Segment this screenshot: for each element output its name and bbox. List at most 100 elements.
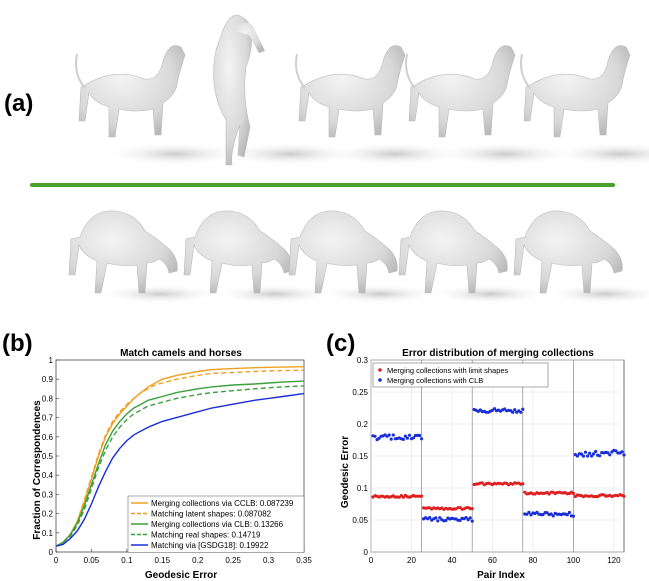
data-point-series-1	[571, 514, 575, 518]
horse-shape	[520, 45, 649, 166]
x-tick-label: 0.35	[296, 556, 312, 565]
x-tick-label: 0	[54, 556, 59, 565]
legend-marker-0	[378, 368, 382, 372]
data-point-series-1	[428, 516, 432, 520]
chart-c-points	[371, 407, 626, 523]
x-tick-label: 0.3	[263, 556, 275, 565]
data-point-series-1	[608, 453, 612, 457]
y-tick-label: 0.2	[42, 510, 54, 519]
chart-match-camels-horses: Match camels and horses Fraction of Corr…	[32, 348, 312, 581]
legend-entry-0: Merging collections via CCLB: 0.087239	[151, 499, 294, 508]
chart-c-axes: 0 0.05 0.1 0.15 0.2 0.25 0.3 0 20 40 60 80 100 120	[352, 356, 625, 565]
data-point-series-0	[521, 482, 525, 486]
data-point-series-0	[571, 491, 575, 496]
data-point-series-1	[403, 434, 407, 438]
data-point-series-1	[470, 519, 474, 523]
y-tick-label: 0.5	[42, 452, 54, 461]
x-tick-label: 80	[528, 556, 537, 565]
camel-shadow	[545, 284, 649, 304]
divider-bar	[30, 183, 615, 187]
y-tick-label: 1	[49, 356, 54, 365]
horse-foreleg	[231, 22, 265, 53]
data-point-series-1	[405, 436, 409, 440]
x-tick-label: 0.25	[225, 556, 241, 565]
horse-shadow	[550, 142, 649, 166]
data-point-series-1	[579, 452, 584, 456]
camel-shadow	[100, 284, 220, 304]
camel-shape	[288, 210, 440, 304]
y-tick-label: 0.6	[42, 433, 54, 442]
horse-tail	[75, 53, 86, 89]
camel-shape	[513, 210, 649, 304]
data-point-series-1	[588, 451, 592, 455]
x-tick-label: 60	[488, 556, 497, 565]
chart-c-xlabel: Pair Index	[477, 570, 525, 581]
data-point-series-1	[401, 437, 405, 441]
legend-entry-1: Matching latent shapes: 0.087082	[151, 510, 272, 519]
x-tick-label: 100	[567, 556, 581, 565]
y-tick-label: 0.05	[352, 516, 368, 525]
data-point-series-1	[620, 450, 624, 454]
horse-tail	[520, 53, 531, 89]
legend-entry-0: Merging collections with limit shapes	[387, 366, 509, 375]
horse-shape	[75, 45, 245, 166]
data-point-series-1	[411, 436, 416, 440]
data-point-series-1	[464, 516, 468, 520]
x-tick-label: 0.05	[84, 556, 100, 565]
data-point-series-1	[545, 511, 549, 515]
data-point-series-1	[529, 513, 533, 517]
data-point-series-1	[575, 454, 579, 458]
camel-shadow	[215, 284, 335, 304]
chart-b-ylabel: Fraction of Correspondences	[32, 400, 43, 540]
y-tick-label: 0.15	[352, 452, 368, 461]
horse-tail	[295, 53, 306, 89]
series-line-2	[55, 380, 305, 547]
horse-body	[213, 14, 252, 166]
series-line-4	[55, 392, 305, 547]
series-line-1	[55, 369, 305, 547]
data-point-series-1	[391, 433, 395, 437]
chart-c-ylabel: Geodesic Error	[340, 436, 351, 508]
camel-shape	[68, 210, 220, 304]
data-point-series-1	[418, 433, 422, 438]
data-point-series-1	[468, 516, 472, 520]
data-point-series-0	[470, 507, 474, 511]
camel-body	[288, 210, 398, 294]
data-point-series-1	[387, 433, 391, 437]
legend-entry-3: Matching real shapes: 0.14719	[151, 531, 261, 540]
data-point-series-1	[436, 519, 440, 523]
horse-shape	[405, 45, 575, 166]
data-point-series-1	[434, 516, 438, 520]
panel-label-b: (b)	[2, 330, 33, 357]
data-point-series-0	[420, 494, 424, 498]
camel-shape	[183, 210, 335, 304]
x-tick-label: 0.2	[192, 556, 204, 565]
chart-c-title: Error distribution of merging collection…	[402, 348, 594, 359]
x-tick-label: 20	[407, 556, 416, 565]
data-point-series-1	[541, 513, 545, 517]
shape-collection-figure	[30, 14, 649, 304]
horse-row	[75, 14, 649, 166]
data-point-series-0	[480, 481, 484, 485]
data-point-series-1	[420, 437, 424, 441]
panel-label-c: (c)	[326, 330, 356, 357]
y-tick-label: 0.25	[352, 388, 368, 397]
data-point-series-1	[586, 454, 590, 458]
camel-body	[183, 210, 293, 294]
x-tick-label: 40	[448, 556, 457, 565]
chart-b-xlabel: Geodesic Error	[145, 570, 217, 581]
x-tick-label: 120	[607, 556, 621, 565]
legend-marker-1	[378, 378, 382, 382]
y-tick-label: 0.8	[42, 394, 54, 403]
series-line-3	[55, 385, 305, 547]
green-divider	[30, 183, 615, 187]
chart-b-title: Match camels and horses	[120, 348, 242, 359]
data-point-series-1	[373, 434, 377, 438]
horse-shadow	[435, 142, 575, 166]
camel-shape	[398, 210, 550, 304]
y-tick-label: 0.9	[42, 375, 54, 384]
data-point-series-1	[377, 436, 381, 440]
chart-error-distribution: Error distribution of merging collection…	[340, 348, 626, 581]
horse-body	[523, 45, 631, 138]
data-point-series-1	[407, 433, 412, 437]
